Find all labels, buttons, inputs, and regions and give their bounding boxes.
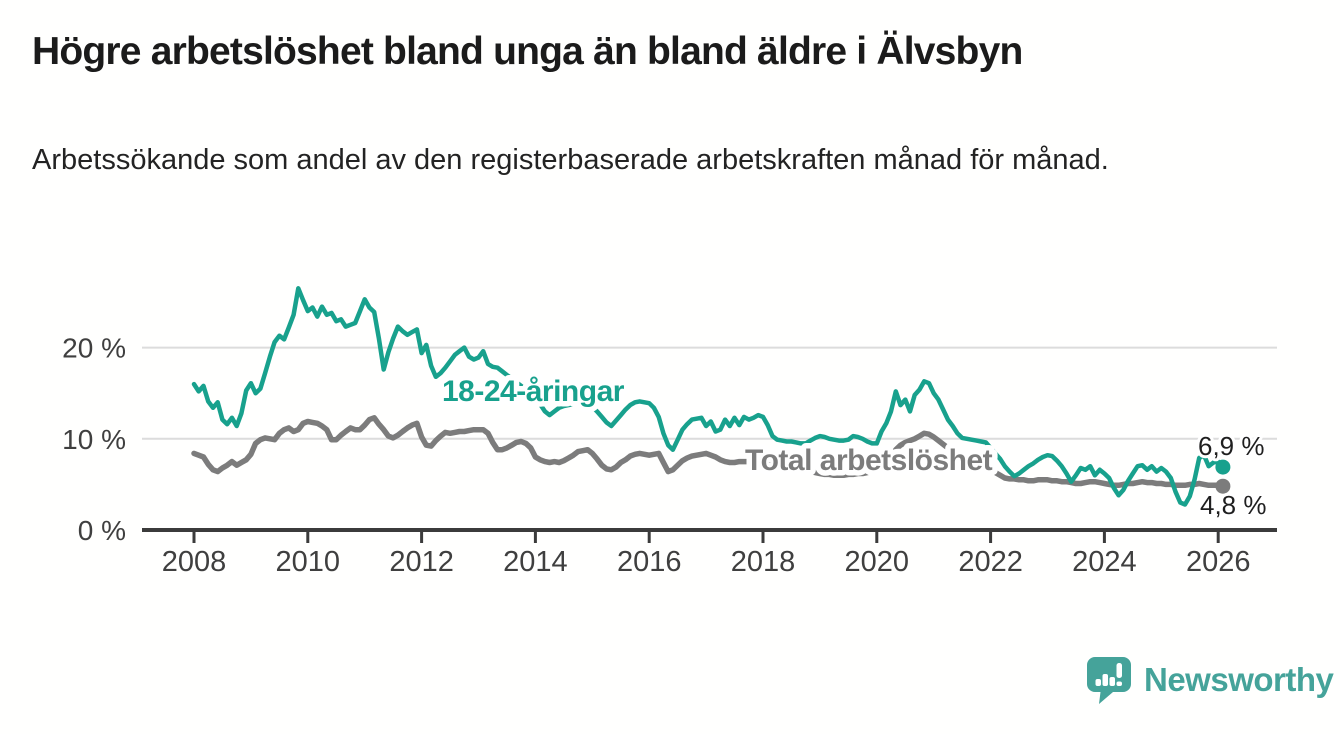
x-tick-label: 2008 [162, 546, 227, 578]
x-tick-label: 2014 [503, 546, 568, 578]
x-tick-label: 2010 [276, 546, 341, 578]
series-line-18-24 [191, 286, 1226, 507]
value-label: 6,9 % [1198, 431, 1265, 461]
newsworthy-logo: Newsworthy [1085, 655, 1334, 705]
end-dot [1215, 478, 1231, 494]
y-tick-label: 20 % [62, 333, 126, 364]
y-tick-label: 10 % [62, 424, 126, 455]
x-tick-label: 2020 [845, 546, 910, 578]
x-tick-label: 2024 [1072, 546, 1137, 578]
series-line-total [191, 415, 1226, 489]
x-tick-label: 2012 [389, 546, 454, 578]
series-label: Total arbetslöshet [745, 444, 993, 477]
series-label: 18-24-åringar [442, 375, 625, 408]
x-tick-label: 2026 [1186, 546, 1251, 578]
x-tick-label: 2016 [617, 546, 682, 578]
chart-title: Högre arbetslöshet bland unga än bland ä… [32, 30, 1023, 73]
end-dot [1215, 459, 1231, 475]
x-tick-label: 2018 [731, 546, 796, 578]
chart-subtitle: Arbetssökande som andel av den registerb… [32, 144, 1109, 176]
value-label: 4,8 % [1200, 490, 1267, 520]
newsworthy-logo-icon [1087, 657, 1131, 704]
newsworthy-logo-text: Newsworthy [1144, 661, 1334, 698]
y-tick-label: 0 % [78, 515, 126, 546]
unemployment-line-chart: 2008 2010 2012 2014 2016 2018 2020 2022 2024 2026… [62, 286, 1277, 578]
x-tick-label: 2022 [958, 546, 1023, 578]
